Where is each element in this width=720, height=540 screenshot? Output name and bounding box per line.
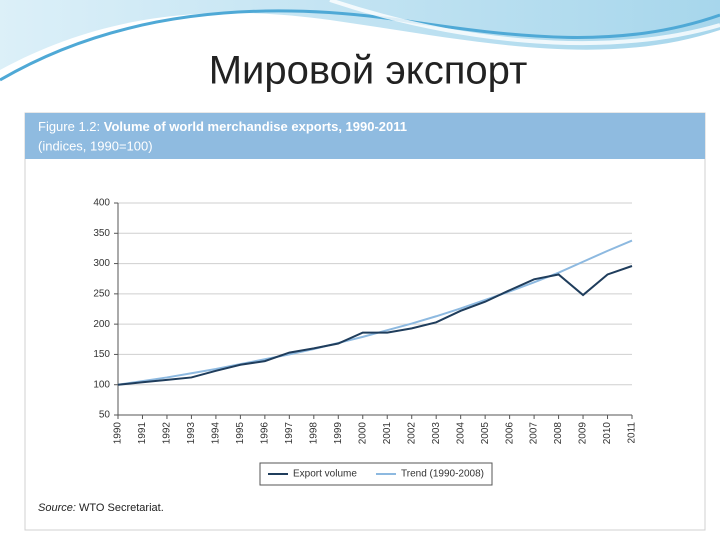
y-tick-label: 300 [93,258,110,269]
x-tick-label: 2006 [504,422,515,445]
x-tick-label: 2003 [431,422,442,445]
legend-label: Export volume [293,469,357,480]
x-tick-label: 2005 [480,422,491,445]
y-tick-label: 100 [93,379,110,390]
y-tick-label: 400 [93,198,110,209]
legend-items: Export volume Trend (1990-2008) [268,469,484,480]
x-tick-label: 1993 [186,422,197,445]
chart-title: Volume of world merchandise exports, 199… [104,119,407,134]
y-tick-label: 150 [93,349,110,360]
figure-frame [24,112,706,531]
x-tick-label: 1990 [113,422,124,445]
y-tick-label: 250 [93,288,110,299]
y-tick-label: 200 [93,319,110,330]
figure-title: Figure 1.2: Volume of world merchandise … [38,119,407,134]
wave-line [329,0,720,45]
legend-label: Trend (1990-2008) [401,469,484,480]
wave-decoration [0,0,720,70]
x-tick-label: 1997 [284,422,295,445]
x-tick-label: 2000 [357,422,368,445]
x-tick-label: 2011 [627,422,638,444]
x-tick-label: 2004 [455,422,466,445]
source-note: Source: WTO Secretariat. [38,502,164,514]
series-line [117,265,633,386]
plot: 50 100 150 200 250 300 350 400 1990 1991 1992 1993 1… [93,198,637,445]
source-label: Source: [38,502,76,514]
x-tick-label: 2007 [529,422,540,445]
slide-title: Мировой экспорт [209,49,528,93]
x-tick-label: 2001 [382,422,393,445]
figure-label: Figure 1.2: [38,119,100,134]
x-tick-label: 1999 [333,422,344,445]
x-tick-label: 2002 [406,422,417,445]
x-tick-label: 1998 [308,422,319,445]
x-tick-label: 1991 [137,422,148,445]
chart-subtitle: (indices, 1990=100) [38,138,153,153]
x-tick-label: 2008 [553,422,564,445]
y-tick-label: 50 [99,410,111,421]
x-tick-label: 1992 [162,422,173,445]
x-tick-label: 1996 [259,422,270,445]
y-tick-label: 350 [93,228,110,239]
x-tick-label: 1995 [235,422,246,445]
source: WTO Secretariat. [79,502,164,514]
figure-header [25,113,705,159]
x-tick-label: 2010 [602,422,613,445]
x-tick-label: 1994 [211,422,222,445]
x-tick-label: 2009 [578,422,589,445]
